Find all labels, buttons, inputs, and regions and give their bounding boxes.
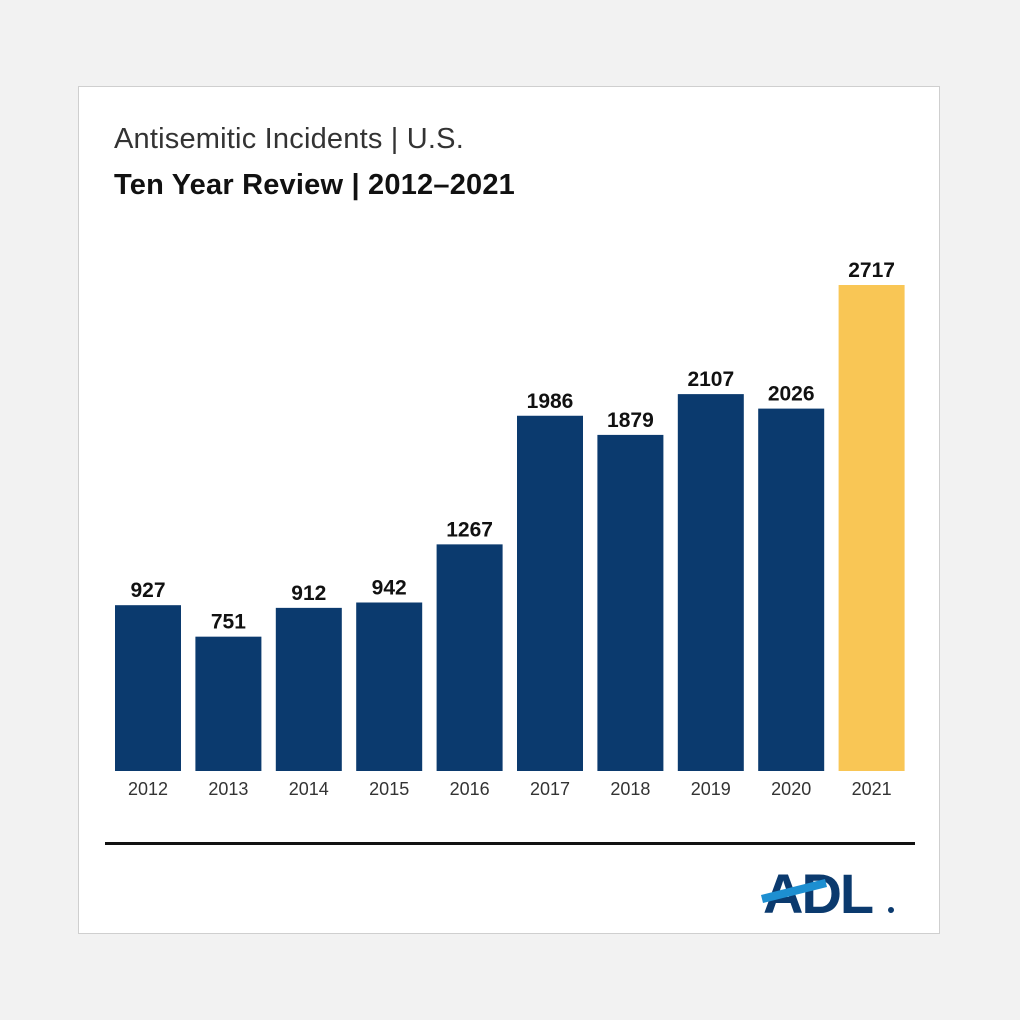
data-label-2020: 2026 [768,383,815,406]
x-tick-label-2020: 2020 [771,779,811,799]
bar-chart: 927 2012 751 2013 912 2014 942 2015 1267 2016 1986… [115,259,905,799]
data-label-2015: 942 [372,577,407,600]
data-label-2019: 2107 [687,368,734,391]
registered-mark-icon [888,907,894,913]
bar-2020 [758,408,825,771]
data-label-2014: 912 [291,582,326,605]
chart-subtitle: Ten Year Review | 2012–2021 [114,169,516,201]
data-label-2016: 1267 [446,518,493,541]
bar-2016 [436,544,503,771]
bar-2014 [275,607,342,771]
logo-swoosh-icon [761,879,827,903]
x-tick-label-2021: 2021 [852,779,892,799]
chart-title: Antisemitic Incidents | U.S. [114,123,464,155]
x-tick-label-2013: 2013 [208,779,248,799]
adl-logo: ADL [761,862,894,925]
data-label-2012: 927 [130,579,165,602]
x-tick-label-2018: 2018 [610,779,650,799]
chart-card: Antisemitic Incidents | U.S. Ten Year Re… [78,86,940,934]
x-tick-label-2014: 2014 [289,779,329,799]
bar-2013 [195,636,262,771]
x-tick-label-2012: 2012 [128,779,168,799]
bar-2021 [838,285,905,771]
data-label-2013: 751 [211,611,246,634]
divider-line [105,842,915,845]
x-tick-label-2019: 2019 [691,779,731,799]
data-label-2017: 1986 [527,390,574,413]
bar-2015 [356,602,423,771]
x-tick-label-2016: 2016 [450,779,490,799]
bar-2017 [517,415,583,771]
data-label-2018: 1879 [607,409,654,432]
bar-2012 [115,605,181,771]
bar-2018 [597,434,664,771]
x-tick-label-2015: 2015 [369,779,409,799]
x-tick-label-2017: 2017 [530,779,570,799]
bar-2019 [677,394,744,771]
data-label-2021: 2717 [848,259,895,282]
